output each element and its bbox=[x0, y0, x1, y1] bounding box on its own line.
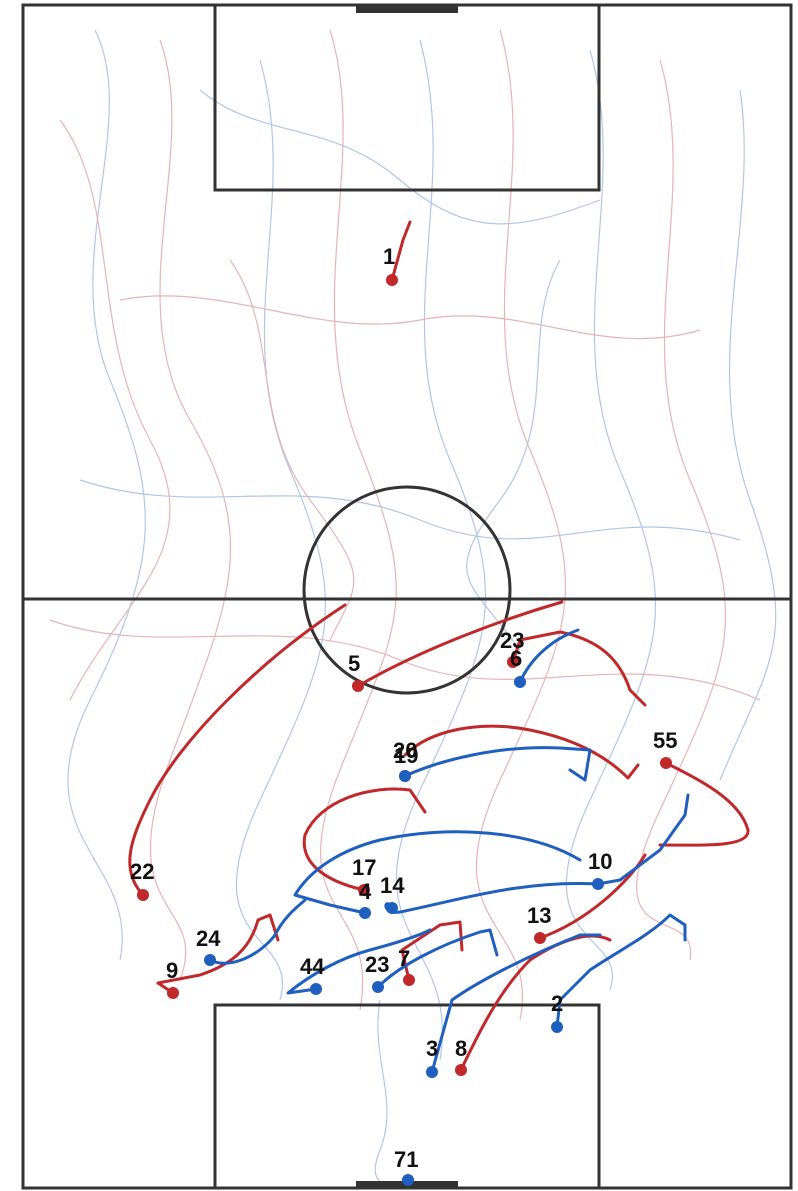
faint-trail bbox=[320, 29, 397, 1011]
blue-trail-10 bbox=[384, 793, 690, 914]
faint-trail bbox=[466, 259, 561, 651]
faint-trail bbox=[119, 295, 701, 340]
red-trail-23 bbox=[511, 630, 647, 707]
faint-trail bbox=[475, 29, 567, 1021]
blue-player-23-marker[interactable] bbox=[372, 981, 384, 993]
red-trail-5 bbox=[356, 600, 564, 688]
red-player-9-marker[interactable] bbox=[167, 987, 179, 999]
blue-trail-24 bbox=[208, 898, 307, 965]
faint-trail bbox=[235, 59, 327, 1001]
red-trail-22 bbox=[128, 603, 347, 897]
red-player-7-label: 7 bbox=[398, 946, 410, 971]
blue-player-71-label: 71 bbox=[394, 1147, 418, 1172]
blue-player-24-label: 24 bbox=[196, 926, 221, 951]
blue-player-2-label: 2 bbox=[551, 991, 563, 1016]
faint-trail bbox=[199, 89, 601, 225]
red-player-7-marker[interactable] bbox=[403, 974, 415, 986]
blue-player-44-marker[interactable] bbox=[310, 983, 322, 995]
faint-trajectories bbox=[49, 29, 777, 1186]
goal-top bbox=[356, 5, 458, 13]
red-trail-8 bbox=[459, 934, 612, 1072]
pitch-markings bbox=[21, 3, 793, 1190]
red-player-1-label: 1 bbox=[383, 244, 395, 269]
faint-trail bbox=[719, 89, 777, 781]
red-player-23-marker[interactable] bbox=[507, 656, 519, 668]
faint-trail bbox=[59, 119, 171, 701]
blue-player-3-marker[interactable] bbox=[426, 1066, 438, 1078]
red-trail-1 bbox=[390, 220, 412, 282]
blue-player-24-marker[interactable] bbox=[204, 954, 216, 966]
blue-player-71-marker[interactable] bbox=[402, 1174, 414, 1186]
blue-player-6-label: 6 bbox=[510, 646, 522, 671]
faint-trail bbox=[395, 39, 487, 1061]
red-trail-17 bbox=[302, 787, 427, 892]
blue-player-19-marker[interactable] bbox=[399, 770, 411, 782]
faint-trail bbox=[79, 479, 741, 541]
player-markers: 1 5 23 55 20 22 17 13 9 7 8 6 19 10 4 14 bbox=[130, 244, 677, 1186]
blue-player-19-label: 19 bbox=[394, 743, 418, 768]
red-trail-20 bbox=[403, 724, 640, 780]
blue-player-2-marker[interactable] bbox=[551, 1021, 563, 1033]
blue-trail-2 bbox=[555, 913, 687, 1029]
blue-player-10-marker[interactable] bbox=[592, 878, 604, 890]
touchline-border bbox=[21, 3, 793, 1190]
faint-trail bbox=[149, 39, 232, 981]
faint-trail bbox=[67, 29, 146, 961]
red-player-23-label: 23 bbox=[500, 628, 524, 653]
red-player-20-label: 20 bbox=[393, 738, 417, 763]
blue-trail-4 bbox=[293, 830, 582, 915]
faint-trail bbox=[636, 59, 727, 961]
red-player-5-label: 5 bbox=[348, 651, 360, 676]
red-player-13-marker[interactable] bbox=[534, 932, 546, 944]
blue-player-44-label: 44 bbox=[300, 954, 325, 979]
red-player-55-marker[interactable] bbox=[660, 757, 672, 769]
red-trail-9 bbox=[156, 913, 280, 995]
blue-trail-23b bbox=[376, 928, 499, 989]
blue-player-23-label: 23 bbox=[365, 952, 389, 977]
blue-player-10-label: 10 bbox=[588, 849, 612, 874]
blue-trail-3 bbox=[430, 933, 602, 1074]
red-player-9-label: 9 bbox=[166, 958, 178, 983]
red-player-55-label: 55 bbox=[653, 728, 677, 753]
red-trail-55 bbox=[658, 761, 750, 847]
faint-trail bbox=[229, 259, 355, 641]
red-player-22-label: 22 bbox=[130, 859, 154, 884]
red-player-17-marker[interactable] bbox=[358, 884, 370, 896]
red-player-1-marker[interactable] bbox=[386, 274, 398, 286]
faint-trail bbox=[565, 49, 657, 991]
blue-player-4-marker[interactable] bbox=[359, 907, 371, 919]
blue-player-14-marker[interactable] bbox=[386, 902, 398, 914]
red-trail-7 bbox=[400, 920, 464, 982]
red-player-8-label: 8 bbox=[455, 1036, 467, 1061]
blue-player-4-label: 4 bbox=[359, 879, 372, 904]
center-circle bbox=[302, 485, 512, 695]
recent-trajectories bbox=[128, 220, 750, 1074]
blue-player-14-label: 14 bbox=[380, 873, 405, 898]
red-player-17-label: 17 bbox=[352, 855, 376, 880]
faint-trail bbox=[49, 619, 761, 701]
red-player-5-marker[interactable] bbox=[352, 680, 364, 692]
blue-trail-6 bbox=[518, 628, 580, 684]
red-player-8-marker[interactable] bbox=[455, 1064, 467, 1076]
red-player-13-label: 13 bbox=[527, 903, 551, 928]
blue-player-6-marker[interactable] bbox=[514, 676, 526, 688]
blue-trail-44 bbox=[286, 928, 432, 995]
blue-trail-19 bbox=[403, 746, 592, 782]
red-player-22-marker[interactable] bbox=[137, 889, 149, 901]
blue-player-3-label: 3 bbox=[426, 1036, 438, 1061]
